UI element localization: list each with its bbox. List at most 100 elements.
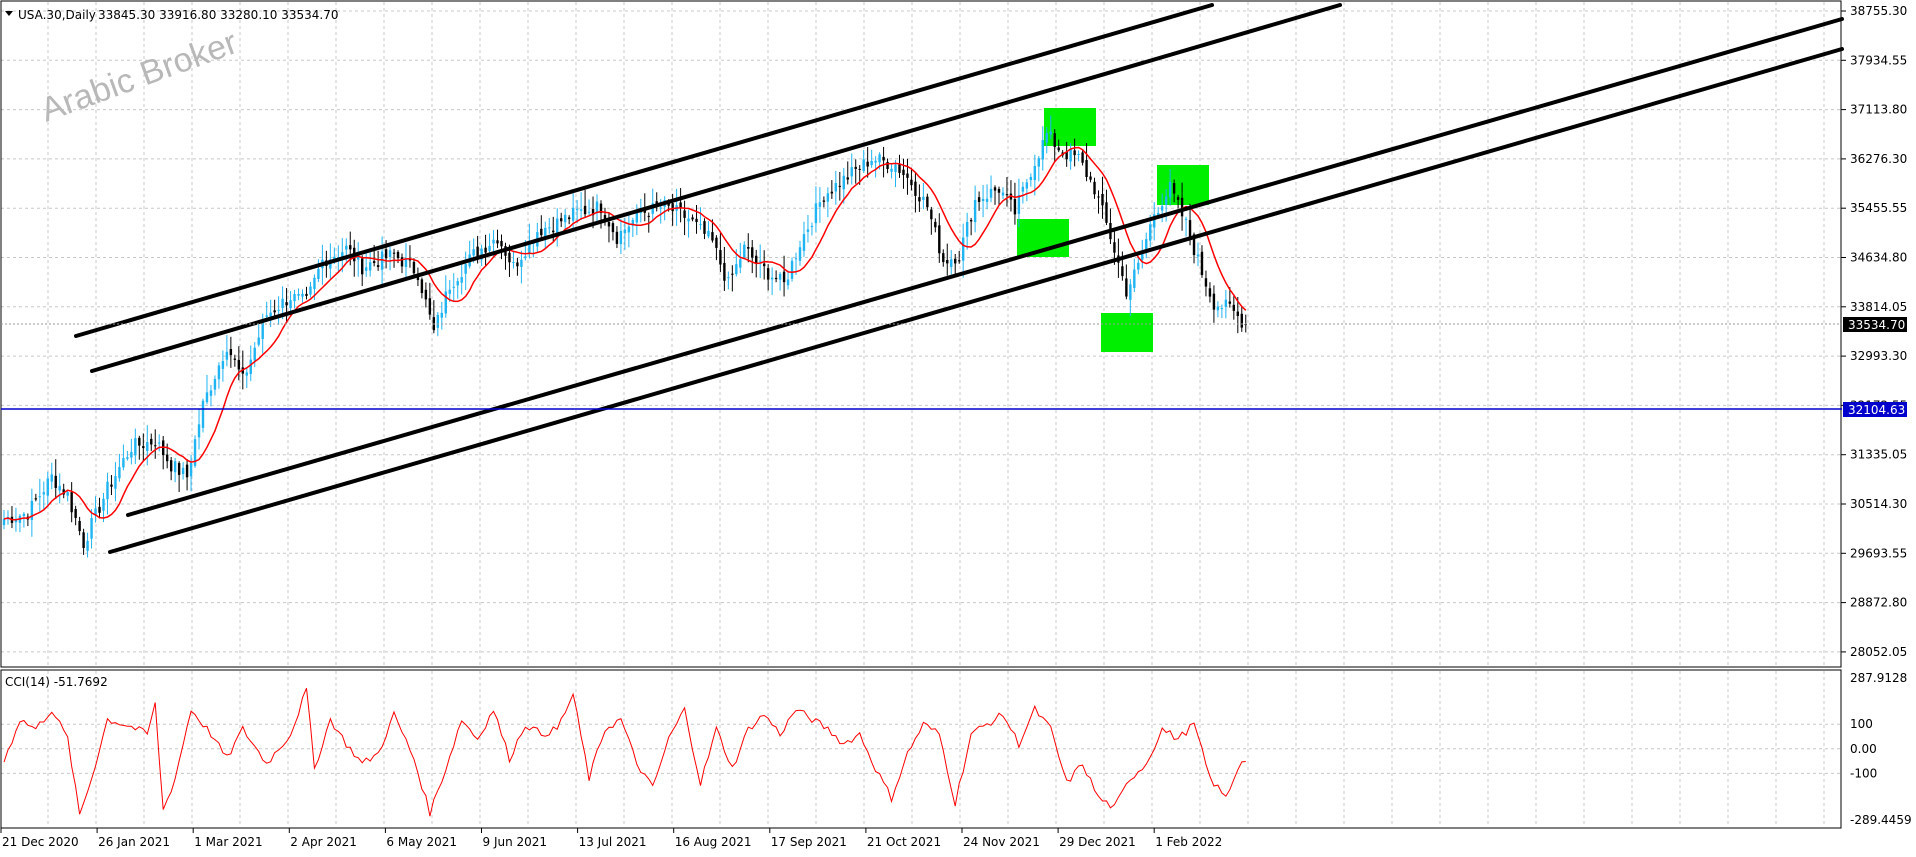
- bear-candle: [54, 459, 57, 500]
- channel-lower-bottom-line: [108, 47, 1844, 554]
- channel-lines[interactable]: [74, 3, 1844, 554]
- bear-candle: [1073, 138, 1076, 167]
- candlesticks: [2, 115, 1247, 558]
- bear-candle: [679, 188, 682, 223]
- bull-candle: [66, 489, 69, 502]
- bull-candle: [197, 408, 201, 450]
- bear-candle: [934, 218, 937, 233]
- bull-candle: [368, 248, 372, 277]
- bear-candle: [603, 207, 607, 226]
- bear-candle: [1176, 194, 1180, 209]
- bear-candle: [902, 158, 905, 189]
- price-tick-label: 35455.55: [1850, 201, 1907, 215]
- bear-candle: [1081, 149, 1084, 166]
- bull-candle: [18, 513, 22, 533]
- bull-candle: [146, 425, 149, 466]
- chart-menu-triangle-icon[interactable]: [5, 11, 13, 16]
- price-tick-label: 36276.30: [1850, 152, 1907, 166]
- bull-candle: [862, 149, 865, 173]
- bear-candle: [500, 234, 503, 260]
- bear-candle: [607, 212, 611, 243]
- bull-candle: [961, 223, 965, 278]
- bear-candle: [1089, 171, 1092, 183]
- bear-candle: [977, 191, 981, 211]
- bear-candle: [74, 505, 77, 526]
- bear-candle: [540, 215, 543, 239]
- bull-candle: [1025, 178, 1029, 202]
- bear-candle: [898, 154, 901, 178]
- bull-candle: [309, 281, 312, 298]
- time-tick-label: 24 Nov 2021: [963, 835, 1040, 849]
- bear-candle: [683, 200, 686, 236]
- bull-candle: [46, 471, 49, 508]
- bear-candle: [516, 257, 519, 276]
- bull-candle: [50, 462, 53, 490]
- bull-candle: [631, 217, 635, 238]
- price-tick-label: 33814.05: [1850, 300, 1907, 314]
- bull-candle: [802, 221, 806, 257]
- bull-candle: [317, 259, 320, 283]
- price-tick-label: 37934.55: [1850, 53, 1907, 67]
- time-tick-label: 1 Feb 2022: [1155, 835, 1222, 849]
- bear-candle: [866, 146, 869, 178]
- time-axis[interactable]: 21 Dec 2020 26 Jan 2021 1 Mar 2021 2 Apr 20…: [0, 828, 1222, 849]
- bull-candle: [448, 280, 451, 302]
- bear-candle: [142, 433, 145, 462]
- bear-candle: [361, 255, 364, 287]
- price-tick-label: 30514.30: [1850, 497, 1907, 511]
- highlight-box-top: [1044, 108, 1096, 146]
- bear-candle: [484, 234, 487, 267]
- bull-candle: [209, 385, 213, 407]
- bull-candle: [388, 246, 392, 271]
- bear-candle: [969, 217, 973, 236]
- bear-candle: [400, 253, 404, 274]
- bear-candle: [993, 185, 997, 205]
- price-axis[interactable]: 38755.30 37934.55 37113.80 36276.30 35455.55…: [1841, 4, 1907, 659]
- bear-candle: [70, 482, 73, 523]
- bull-candle: [1153, 202, 1156, 241]
- bear-candle: [938, 213, 941, 263]
- bear-candle: [150, 433, 153, 451]
- bear-candle: [926, 193, 929, 211]
- bear-candle: [110, 475, 113, 496]
- bull-candle: [595, 194, 599, 223]
- bear-candle: [954, 253, 957, 277]
- indicator-grid: [1, 671, 1841, 827]
- bull-candle: [213, 375, 217, 396]
- bear-candle: [583, 189, 587, 218]
- bear-candle: [10, 506, 14, 529]
- bear-candle: [766, 264, 770, 291]
- bull-candle: [357, 242, 360, 277]
- bear-candle: [1053, 129, 1056, 163]
- price-tick-label: 28052.05: [1850, 645, 1907, 659]
- bull-candle: [687, 209, 690, 238]
- hline-price-tag: [1843, 402, 1907, 417]
- bull-candle: [94, 496, 97, 523]
- time-tick-label: 2 Apr 2021: [290, 835, 357, 849]
- bear-candle: [822, 196, 826, 208]
- bear-candle: [782, 255, 786, 297]
- bull-candle: [1049, 115, 1052, 140]
- bear-candle: [1204, 270, 1208, 297]
- bear-candle: [615, 226, 619, 249]
- bull-candle: [1216, 301, 1220, 318]
- bull-candle: [86, 532, 89, 558]
- bear-candle: [914, 172, 917, 213]
- bull-candle: [850, 153, 853, 185]
- bear-candle: [1097, 190, 1100, 214]
- bull-candle: [619, 218, 623, 254]
- bear-candle: [154, 429, 157, 459]
- bear-candle: [747, 233, 750, 263]
- bear-candle: [731, 265, 734, 292]
- bull-candle: [1001, 187, 1005, 200]
- bull-candle: [699, 207, 702, 230]
- bull-candle: [440, 302, 443, 330]
- channel-upper-outer-line: [74, 3, 1214, 338]
- bear-candle: [723, 246, 726, 291]
- bear-candle: [930, 206, 933, 235]
- bear-candle: [428, 282, 432, 320]
- price-tick-label: 34634.80: [1850, 251, 1907, 265]
- bull-candle: [874, 156, 877, 178]
- bear-candle: [695, 204, 698, 234]
